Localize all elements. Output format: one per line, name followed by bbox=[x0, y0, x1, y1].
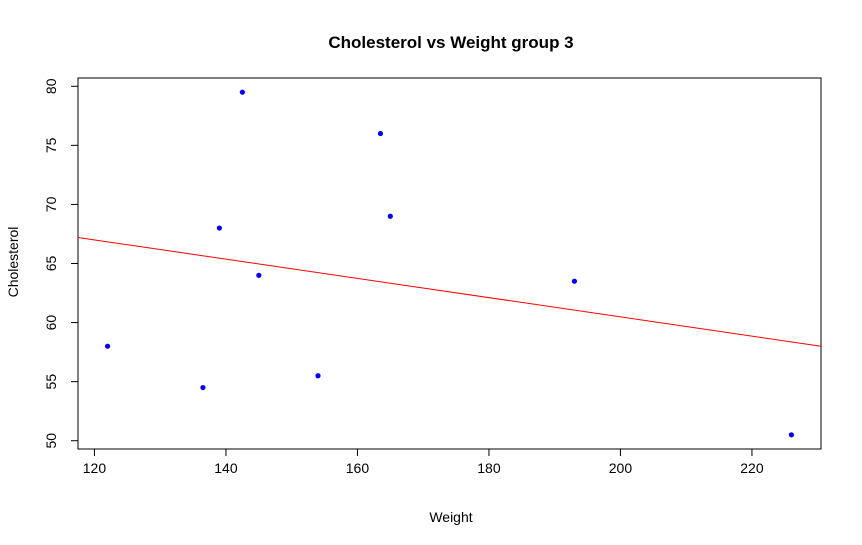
plot-frame bbox=[77, 77, 822, 450]
y-tick-label-60: 60 bbox=[43, 315, 59, 331]
data-point-2 bbox=[200, 384, 206, 391]
data-point-1 bbox=[104, 343, 111, 349]
y-tick-label-70: 70 bbox=[43, 196, 59, 212]
x-tick-label-200: 200 bbox=[609, 460, 633, 476]
data-point-5 bbox=[256, 272, 262, 278]
y-tick-label-50: 50 bbox=[43, 433, 59, 449]
x-tick-label-180: 180 bbox=[477, 460, 501, 476]
data-point-3 bbox=[216, 225, 222, 231]
data-point-9 bbox=[571, 278, 578, 284]
data-point-8 bbox=[387, 213, 393, 219]
y-tick-label-75: 75 bbox=[43, 137, 59, 153]
y-tick-label-65: 65 bbox=[43, 256, 59, 272]
x-axis-label: Weight bbox=[429, 509, 472, 525]
data-point-10 bbox=[788, 432, 795, 438]
data-point-4 bbox=[239, 89, 245, 95]
chart-title: Cholesterol vs Weight group 3 bbox=[328, 33, 573, 52]
x-tick-label-220: 220 bbox=[740, 460, 764, 476]
y-tick-label-55: 55 bbox=[43, 374, 59, 390]
data-point-6 bbox=[315, 373, 321, 379]
x-tick-label-120: 120 bbox=[83, 460, 107, 476]
plot-area: 120 140 160 180 200 220 50 55 60 65 70 75 80 bbox=[43, 77, 822, 476]
regression-line bbox=[77, 237, 822, 347]
x-tick-label-160: 160 bbox=[346, 460, 370, 476]
x-tick-label-140: 140 bbox=[214, 460, 238, 476]
y-tick-label-80: 80 bbox=[43, 78, 59, 94]
data-point-7 bbox=[377, 130, 384, 137]
y-axis-label: Cholesterol bbox=[5, 227, 21, 298]
